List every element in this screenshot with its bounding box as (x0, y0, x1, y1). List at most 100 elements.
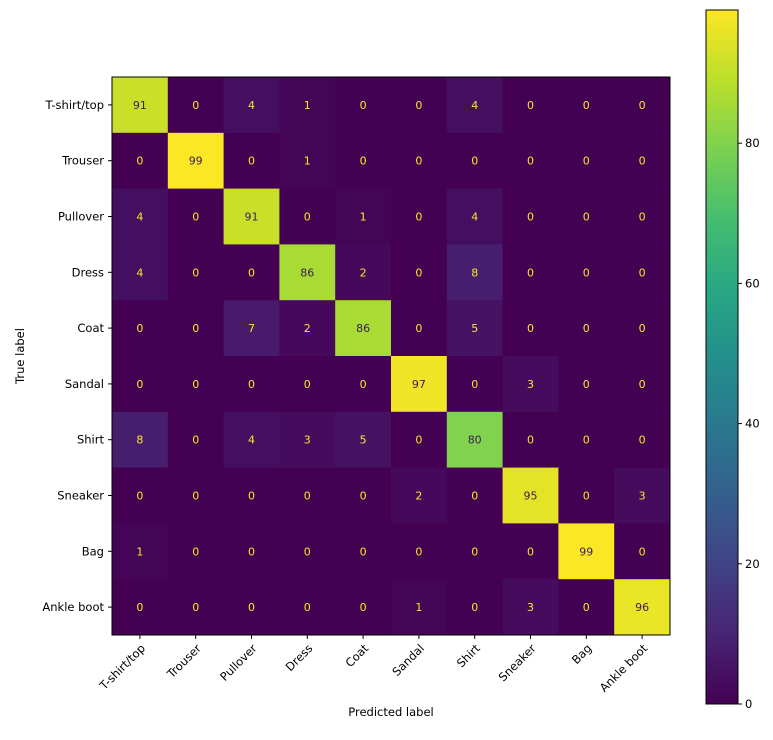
heatmap-cell (279, 411, 336, 469)
heatmap-cell (614, 300, 671, 357)
heatmap-cell (335, 77, 392, 134)
cell-value-label: 0 (136, 378, 143, 391)
colorbar-tick-label: 40 (745, 417, 760, 431)
heatmap-cell (614, 356, 671, 413)
cell-value-label: 0 (583, 155, 590, 168)
heatmap-cell (502, 467, 559, 524)
cell-value-label: 95 (524, 490, 538, 503)
heatmap-cell (279, 300, 336, 357)
heatmap-cell (391, 244, 448, 301)
heatmap-cell (167, 188, 225, 245)
heatmap-cell (167, 579, 225, 636)
cell-value-label: 0 (192, 601, 199, 614)
cell-value-label: 4 (471, 99, 478, 112)
cell-value-label: 0 (360, 378, 367, 391)
heatmap-cell (112, 411, 169, 469)
cell-value-label: 8 (136, 434, 143, 447)
heatmap-cell (335, 244, 392, 301)
x-tick-label: Trouser (164, 641, 204, 681)
heatmap-cell (558, 523, 615, 580)
cell-value-label: 86 (356, 322, 370, 335)
cell-value-label: 0 (304, 211, 311, 224)
x-axis-title: Predicted label (348, 705, 433, 719)
colorbar-tick-label: 60 (745, 276, 760, 290)
cell-value-label: 2 (360, 266, 367, 279)
heatmap-cell (279, 579, 336, 636)
x-tick-label: Bag (569, 641, 595, 667)
colorbar (705, 9, 739, 705)
y-tick-label: Trouser (61, 154, 104, 168)
heatmap-cell (279, 188, 336, 245)
heatmap-cell (446, 77, 504, 134)
heatmap-cell (502, 579, 559, 636)
heatmap-cell (279, 356, 336, 413)
cell-value-label: 0 (415, 155, 422, 168)
heatmap-cell (223, 188, 280, 245)
heatmap-cell (502, 132, 559, 190)
heatmap-cell (614, 244, 671, 301)
heatmap-cell (335, 467, 392, 524)
cell-value-label: 0 (248, 155, 255, 168)
heatmap-cell (223, 77, 280, 134)
cell-value-label: 0 (192, 545, 199, 558)
heatmap-cell (223, 523, 280, 580)
heatmap-cell (279, 77, 336, 134)
cell-value-label: 0 (360, 155, 367, 168)
heatmap-cell (558, 467, 615, 524)
heatmap-cell (167, 411, 225, 469)
cell-value-label: 0 (248, 378, 255, 391)
colorbar-tick-label: 20 (745, 557, 760, 571)
heatmap-cells (112, 77, 671, 636)
x-tick-label: Coat (342, 641, 371, 670)
cell-value-label: 0 (527, 99, 534, 112)
cell-value-label: 0 (471, 378, 478, 391)
heatmap-cell (223, 244, 280, 301)
cell-value-label: 0 (583, 322, 590, 335)
y-tick-label: Sneaker (57, 489, 104, 503)
y-tick-label: Coat (77, 321, 104, 335)
cell-value-label: 0 (192, 99, 199, 112)
heatmap-cell (391, 356, 448, 413)
x-tick-label: Sandal (389, 641, 427, 679)
heatmap-cell (502, 300, 559, 357)
cell-value-label: 0 (248, 601, 255, 614)
heatmap-cell (223, 132, 280, 190)
y-tick-label: Shirt (77, 433, 105, 447)
heatmap-cell (112, 579, 169, 636)
heatmap-cell (167, 244, 225, 301)
cell-value-label: 0 (639, 155, 646, 168)
x-tick-label: Shirt (454, 641, 483, 670)
cell-value-label: 0 (304, 378, 311, 391)
cell-value-label: 0 (639, 434, 646, 447)
cell-value-label: 0 (471, 601, 478, 614)
heatmap-cell (391, 467, 448, 524)
heatmap-cell (223, 356, 280, 413)
heatmap-cell (335, 188, 392, 245)
cell-value-label: 1 (360, 211, 367, 224)
heatmap-cell (335, 300, 392, 357)
heatmap-cell (446, 300, 504, 357)
heatmap-cell (558, 300, 615, 357)
cell-value-label: 1 (304, 99, 311, 112)
heatmap-cell (614, 411, 671, 469)
cell-value-label: 97 (412, 378, 426, 391)
heatmap-cell (446, 188, 504, 245)
cell-value-label: 0 (639, 211, 646, 224)
heatmap-cell (112, 523, 169, 580)
cell-value-label: 0 (136, 155, 143, 168)
y-tick-label: Dress (72, 265, 104, 279)
heatmap-cell (167, 77, 225, 134)
cell-value-label: 2 (304, 322, 311, 335)
heatmap-cell (223, 467, 280, 524)
cell-value-label: 0 (192, 266, 199, 279)
heatmap-cell (391, 188, 448, 245)
colorbar-tick-label: 0 (745, 697, 752, 711)
cell-value-label: 0 (583, 378, 590, 391)
cell-value-label: 4 (136, 266, 143, 279)
cell-value-label: 0 (527, 155, 534, 168)
x-tick-label: Sneaker (496, 641, 539, 684)
heatmap-cell (446, 467, 504, 524)
heatmap-cell (223, 579, 280, 636)
cell-value-label: 0 (415, 545, 422, 558)
